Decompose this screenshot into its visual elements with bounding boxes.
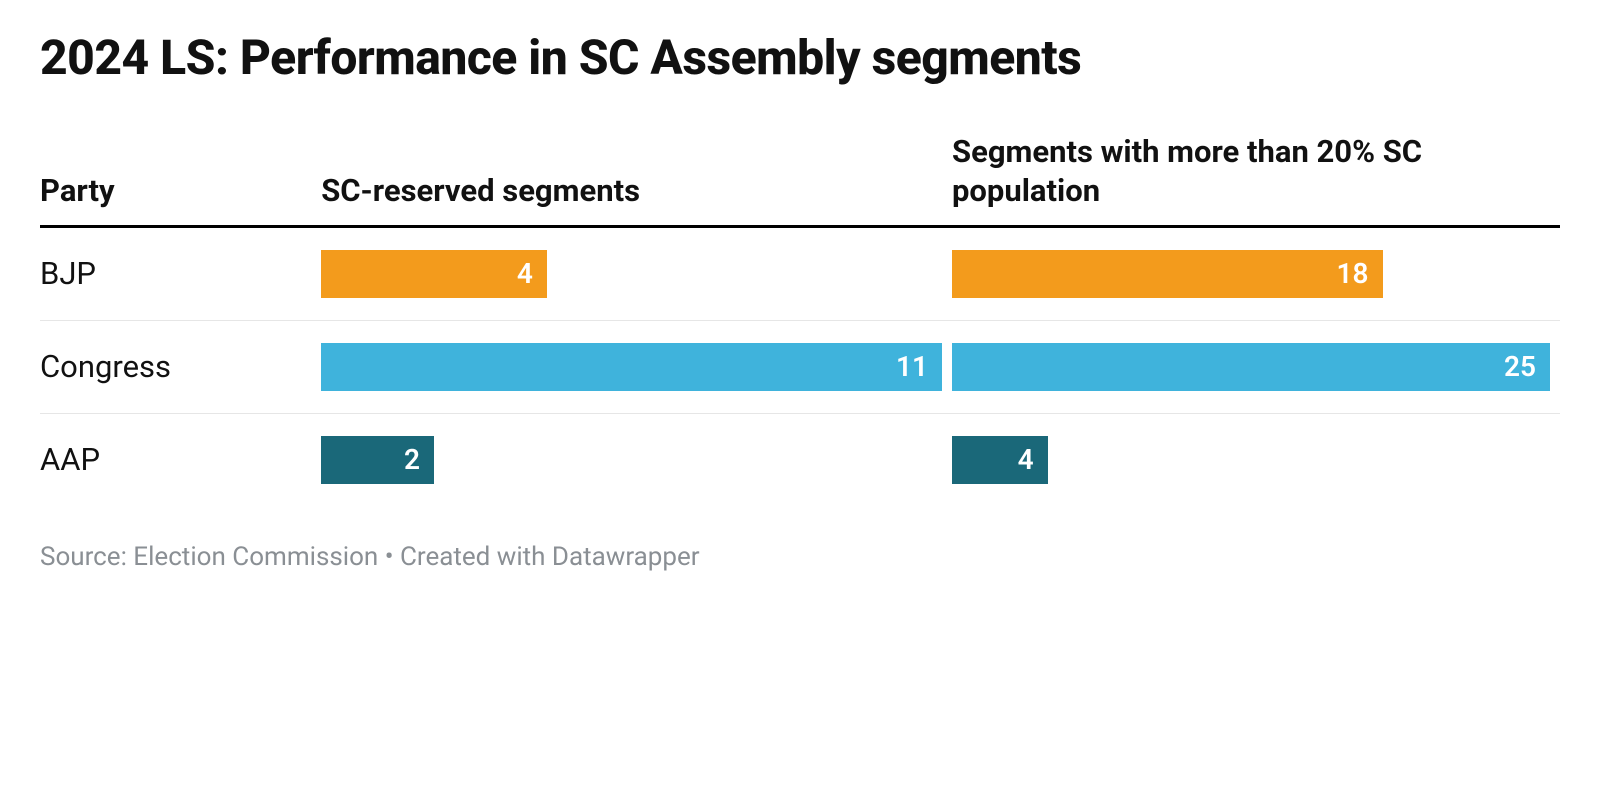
- bar-value-label: 4: [517, 257, 533, 290]
- bar-value-label: 4: [1018, 443, 1034, 476]
- party-label: Congress: [40, 320, 321, 413]
- table-row: Congress 11 25: [40, 320, 1560, 413]
- bar-table: Party SC-reserved segments Segments with…: [40, 133, 1560, 506]
- header-col1: SC-reserved segments: [321, 133, 952, 226]
- bar-col1: 2: [321, 436, 434, 484]
- bar-value-label: 2: [404, 443, 420, 476]
- chart-title: 2024 LS: Performance in SC Assembly segm…: [40, 30, 1560, 85]
- bar-value-label: 25: [1504, 350, 1536, 383]
- header-party: Party: [40, 133, 321, 226]
- bar-value-label: 18: [1337, 257, 1369, 290]
- table-row: BJP 4 18: [40, 226, 1560, 320]
- bar-col1: 11: [321, 343, 942, 391]
- bar-cell-col1: 4: [321, 226, 952, 320]
- party-label: BJP: [40, 226, 321, 320]
- bar-col2: 25: [952, 343, 1550, 391]
- party-label: AAP: [40, 413, 321, 506]
- bar-cell-col2: 25: [952, 320, 1560, 413]
- bar-col1: 4: [321, 250, 547, 298]
- bar-cell-col2: 4: [952, 413, 1560, 506]
- header-col2: Segments with more than 20% SC populatio…: [952, 133, 1560, 226]
- bar-cell-col1: 2: [321, 413, 952, 506]
- table-header-row: Party SC-reserved segments Segments with…: [40, 133, 1560, 226]
- table-body: BJP 4 18 Congress: [40, 226, 1560, 506]
- bar-cell-col2: 18: [952, 226, 1560, 320]
- bar-value-label: 11: [896, 350, 928, 383]
- chart-container: 2024 LS: Performance in SC Assembly segm…: [0, 0, 1600, 612]
- bar-col2: 4: [952, 436, 1048, 484]
- source-footer: Source: Election Commission • Created wi…: [40, 542, 1560, 572]
- bar-cell-col1: 11: [321, 320, 952, 413]
- bar-col2: 18: [952, 250, 1383, 298]
- table-row: AAP 2 4: [40, 413, 1560, 506]
